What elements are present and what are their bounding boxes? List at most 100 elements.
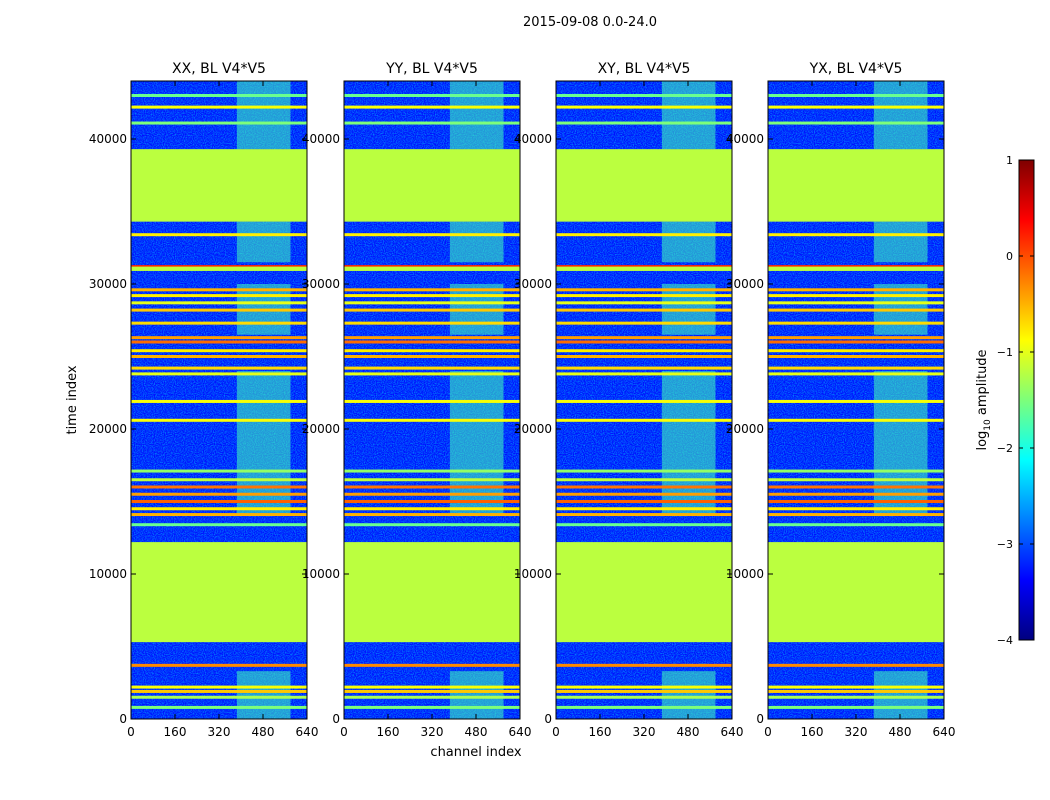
time-band xyxy=(344,233,520,237)
time-band xyxy=(131,94,307,97)
x-tick-label: 480 xyxy=(465,725,488,739)
rfi-region xyxy=(449,81,504,150)
time-band xyxy=(768,513,944,517)
time-band xyxy=(344,685,520,689)
y-tick-label: 20000 xyxy=(302,422,340,436)
colorbar: 10−1−2−3−4 log10 amplitude xyxy=(975,154,1035,647)
flagged-region xyxy=(131,266,307,271)
time-band xyxy=(556,689,732,693)
time-band xyxy=(556,485,732,489)
time-band xyxy=(556,294,732,298)
flagged-region xyxy=(768,149,944,222)
y-tick-label: 0 xyxy=(332,712,340,726)
y-tick-label: 10000 xyxy=(89,567,127,581)
time-band xyxy=(131,663,307,667)
time-band xyxy=(131,301,307,305)
panel-title: YX, BL V4*V5 xyxy=(809,61,903,77)
colorbar-label: log10 amplitude xyxy=(975,349,993,450)
time-band xyxy=(768,288,944,292)
time-band xyxy=(131,105,307,109)
x-tick-label: 160 xyxy=(164,725,187,739)
time-band xyxy=(131,349,307,353)
time-band xyxy=(556,523,732,527)
time-band xyxy=(768,336,944,340)
x-tick-label: 320 xyxy=(421,725,444,739)
flagged-region xyxy=(344,542,520,643)
flagged-region xyxy=(344,266,520,271)
rfi-region xyxy=(873,81,928,150)
time-band xyxy=(768,663,944,667)
y-tick-label: 30000 xyxy=(514,277,552,291)
time-band xyxy=(344,321,520,325)
time-band xyxy=(344,399,520,403)
time-band xyxy=(556,663,732,667)
panels: XX, BL V4*V5 0 160 320 480 640 0 10000 20000 3000… xyxy=(89,61,956,739)
colorbar-tick-label: −2 xyxy=(997,442,1013,455)
time-band xyxy=(768,372,944,376)
time-band xyxy=(768,94,944,97)
flagged-region xyxy=(556,266,732,271)
y-tick-label: 10000 xyxy=(302,567,340,581)
time-band xyxy=(556,336,732,340)
y-tick-label: 40000 xyxy=(89,132,127,146)
time-band xyxy=(768,121,944,125)
y-tick-label: 30000 xyxy=(726,277,764,291)
y-tick-label: 30000 xyxy=(89,277,127,291)
time-band xyxy=(131,492,307,496)
time-band xyxy=(768,469,944,473)
time-band xyxy=(344,372,520,376)
time-band xyxy=(556,507,732,511)
rfi-region xyxy=(449,221,504,263)
colorbar-tick-label: −1 xyxy=(997,346,1013,359)
time-band xyxy=(556,340,732,344)
time-band xyxy=(556,366,732,370)
flagged-region xyxy=(556,542,732,643)
y-tick-label: 10000 xyxy=(726,567,764,581)
colorbar-fill xyxy=(1018,159,1035,641)
time-band xyxy=(344,663,520,667)
time-band xyxy=(344,469,520,473)
x-tick-label: 0 xyxy=(340,725,348,739)
y-tick-label: 20000 xyxy=(89,422,127,436)
flagged-region xyxy=(131,149,307,222)
x-tick-label: 640 xyxy=(509,725,532,739)
time-band xyxy=(768,340,944,344)
time-band xyxy=(768,478,944,482)
rfi-region xyxy=(661,371,716,516)
time-band xyxy=(344,355,520,358)
time-band xyxy=(768,105,944,109)
time-band xyxy=(344,507,520,511)
x-tick-label: 320 xyxy=(845,725,868,739)
x-tick-label: 480 xyxy=(889,725,912,739)
time-band xyxy=(556,121,732,125)
time-band xyxy=(556,478,732,482)
time-band xyxy=(131,372,307,376)
time-band xyxy=(344,418,520,422)
time-band xyxy=(768,507,944,511)
time-band xyxy=(131,294,307,298)
time-band xyxy=(344,121,520,125)
time-band xyxy=(344,294,520,298)
rfi-region xyxy=(449,371,504,516)
rfi-region xyxy=(661,81,716,150)
time-band xyxy=(344,485,520,489)
x-tick-label: 0 xyxy=(127,725,135,739)
time-band xyxy=(556,308,732,312)
time-band xyxy=(131,336,307,340)
panel-title: XY, BL V4*V5 xyxy=(598,61,691,77)
flagged-region xyxy=(556,149,732,222)
time-band xyxy=(344,513,520,517)
time-band xyxy=(768,366,944,370)
flagged-region xyxy=(131,542,307,643)
time-band xyxy=(768,294,944,298)
time-band xyxy=(768,233,944,237)
time-band xyxy=(131,513,307,517)
time-band xyxy=(556,513,732,517)
time-band xyxy=(556,372,732,376)
time-band xyxy=(768,485,944,489)
x-tick-label: 160 xyxy=(801,725,824,739)
time-band xyxy=(768,689,944,693)
time-band xyxy=(556,349,732,353)
time-band xyxy=(556,105,732,109)
flagged-region xyxy=(768,542,944,643)
